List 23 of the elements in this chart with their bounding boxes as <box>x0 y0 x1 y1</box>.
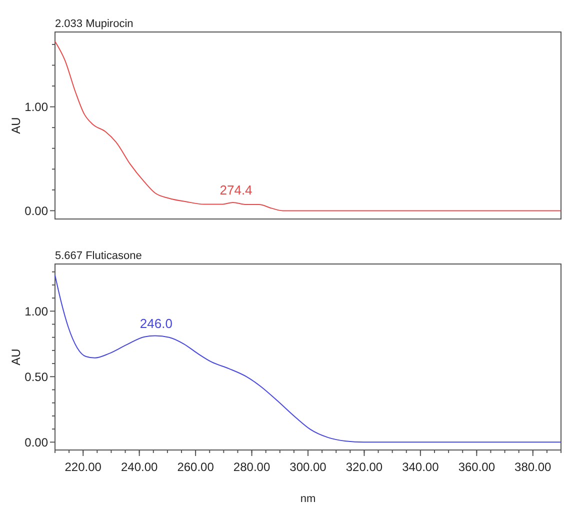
y-tick-label: 1.00 <box>24 304 48 318</box>
line-series <box>54 274 562 443</box>
x-tick-label: 320.00 <box>346 460 383 474</box>
annotation: 274.4 <box>220 182 252 198</box>
x-tick-label: 360.00 <box>458 460 496 474</box>
x-tick-label: 220.00 <box>64 460 102 474</box>
x-tick-label: 260.00 <box>177 460 214 474</box>
annotation: 246.0 <box>140 316 172 331</box>
y-tick-label: 0.00 <box>24 435 48 450</box>
x-tick-label: 280.00 <box>233 460 270 474</box>
line-series <box>54 40 562 212</box>
chart-title: 5.667 Fluticasone <box>55 250 142 262</box>
y-tick-label: 1.00 <box>24 100 48 114</box>
x-tick-label: 240.00 <box>120 460 158 474</box>
y-tick-label: 0.50 <box>24 370 48 384</box>
y-tick-label: 0.00 <box>24 204 48 218</box>
y-axis-title: AU <box>9 348 23 366</box>
x-tick-label: 380.00 <box>514 460 552 474</box>
chart-title: 2.033 Mupirocin <box>55 18 134 30</box>
x-tick-label: 300.00 <box>290 460 327 474</box>
x-axis-title: nm <box>300 493 316 505</box>
y-axis-title: AU <box>9 117 23 134</box>
x-tick-label: 340.00 <box>402 460 440 474</box>
